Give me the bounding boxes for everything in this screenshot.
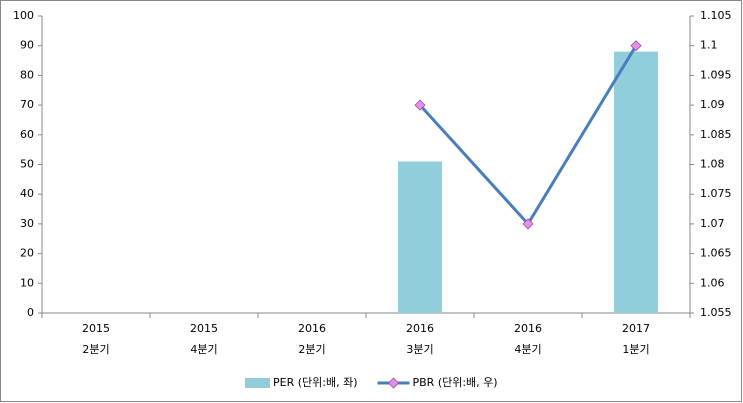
x-tick-label: 2분기	[82, 343, 109, 356]
bar	[398, 161, 442, 313]
marker	[522, 218, 534, 230]
y2-tick-label: 1.065	[700, 247, 732, 260]
y2-tick-label: 1.1	[700, 39, 718, 52]
y2-tick-label: 1.075	[700, 187, 732, 200]
y-tick-label: 100	[13, 9, 34, 22]
y2-tick-label: 1.09	[700, 98, 725, 111]
y-tick-label: 40	[20, 187, 34, 200]
y-tick-label: 60	[20, 128, 34, 141]
x-tick-label: 2분기	[298, 343, 325, 356]
y2-tick-label: 1.095	[700, 68, 732, 81]
x-tick-label: 2015	[82, 322, 110, 335]
x-tick-label: 2016	[406, 322, 434, 335]
x-tick-label: 4분기	[190, 343, 217, 356]
y-tick-label: 30	[20, 217, 34, 230]
y-tick-label: 20	[20, 247, 34, 260]
x-tick-label: 2016	[514, 322, 542, 335]
marker	[630, 40, 642, 52]
y-tick-label: 10	[20, 276, 34, 289]
x-tick-label: 4분기	[514, 343, 541, 356]
x-tick-label: 2016	[298, 322, 326, 335]
y2-tick-label: 1.08	[700, 158, 725, 171]
x-tick-label: 1분기	[622, 343, 649, 356]
y-tick-label: 0	[27, 306, 34, 319]
y-tick-label: 90	[20, 39, 34, 52]
x-tick-label: 2015	[190, 322, 218, 335]
y2-tick-label: 1.06	[700, 276, 725, 289]
x-tick-label: 2017	[622, 322, 650, 335]
bar	[614, 51, 658, 313]
y-tick-label: 80	[20, 68, 34, 81]
x-tick-label: 3분기	[406, 343, 433, 356]
y2-tick-label: 1.085	[700, 128, 732, 141]
legend-label: PBR (단위:배, 우)	[413, 376, 498, 389]
legend-label: PER (단위:배, 좌)	[273, 376, 358, 389]
y2-tick-label: 1.105	[700, 9, 732, 22]
marker	[414, 99, 426, 111]
legend-marker	[387, 377, 400, 389]
legend-swatch	[245, 378, 270, 388]
y-tick-label: 70	[20, 98, 34, 111]
y-tick-label: 50	[20, 158, 34, 171]
y2-tick-label: 1.055	[700, 306, 732, 319]
y2-tick-label: 1.07	[700, 217, 725, 230]
